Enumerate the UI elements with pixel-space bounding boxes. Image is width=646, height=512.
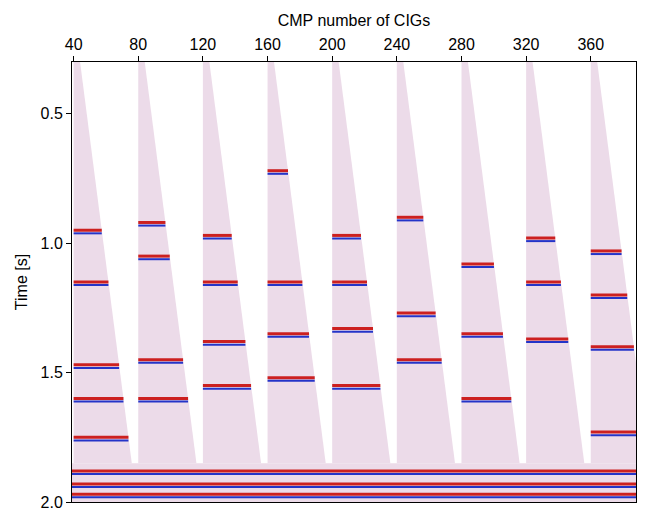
svg-text:1.5: 1.5 [41, 364, 63, 381]
svg-text:CMP number of CIGs: CMP number of CIGs [278, 12, 431, 29]
svg-text:160: 160 [254, 36, 281, 53]
svg-text:120: 120 [190, 36, 217, 53]
svg-text:80: 80 [129, 36, 147, 53]
svg-text:360: 360 [577, 36, 604, 53]
svg-text:40: 40 [65, 36, 83, 53]
svg-text:280: 280 [448, 36, 475, 53]
svg-text:Time [s]: Time [s] [13, 254, 30, 310]
svg-text:320: 320 [513, 36, 540, 53]
svg-text:1.0: 1.0 [41, 235, 63, 252]
svg-text:200: 200 [319, 36, 346, 53]
svg-text:240: 240 [383, 36, 410, 53]
svg-text:2.0: 2.0 [41, 494, 63, 511]
svg-text:0.5: 0.5 [41, 105, 63, 122]
